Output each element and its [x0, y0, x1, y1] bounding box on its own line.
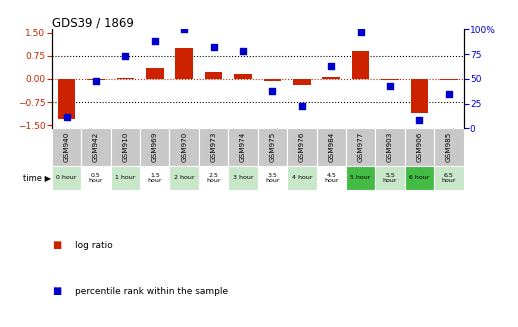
Bar: [405, 166, 434, 190]
Text: GSM975: GSM975: [269, 132, 276, 163]
Bar: [440, 79, 458, 80]
Text: GSM903: GSM903: [387, 132, 393, 163]
Text: ■: ■: [52, 286, 61, 296]
Bar: [264, 79, 281, 81]
Bar: [87, 79, 105, 80]
Bar: [434, 166, 464, 190]
Text: GSM910: GSM910: [122, 132, 128, 163]
Point: [151, 39, 159, 44]
Bar: [258, 166, 287, 190]
Text: GSM984: GSM984: [328, 132, 334, 163]
Bar: [316, 166, 346, 190]
Point: [298, 103, 306, 108]
Point: [239, 49, 247, 54]
Text: GSM940: GSM940: [64, 132, 69, 163]
Text: 0.5
hour: 0.5 hour: [89, 173, 103, 183]
Bar: [228, 166, 258, 190]
Bar: [111, 166, 140, 190]
Text: GSM973: GSM973: [211, 132, 217, 163]
Text: GSM942: GSM942: [93, 132, 99, 163]
Bar: [287, 129, 316, 166]
Bar: [175, 48, 193, 79]
Bar: [293, 79, 311, 85]
Point: [121, 54, 130, 59]
Text: GSM985: GSM985: [446, 132, 452, 163]
Bar: [258, 129, 287, 166]
Bar: [287, 166, 316, 190]
Bar: [169, 129, 199, 166]
Bar: [140, 129, 169, 166]
Text: 1.5
hour: 1.5 hour: [148, 173, 162, 183]
Point: [62, 114, 70, 119]
Point: [268, 88, 277, 94]
Bar: [81, 129, 111, 166]
Text: percentile rank within the sample: percentile rank within the sample: [75, 286, 228, 296]
Bar: [52, 166, 81, 190]
Text: 6 hour: 6 hour: [409, 175, 429, 181]
Text: 1 hour: 1 hour: [115, 175, 136, 181]
Bar: [146, 68, 164, 79]
Bar: [81, 166, 111, 190]
Bar: [346, 166, 376, 190]
Bar: [316, 129, 346, 166]
Text: 5.5
hour: 5.5 hour: [383, 173, 397, 183]
Point: [386, 83, 394, 89]
Point: [209, 44, 218, 50]
Bar: [140, 166, 169, 190]
Bar: [411, 79, 428, 113]
Text: 2 hour: 2 hour: [174, 175, 194, 181]
Bar: [346, 129, 376, 166]
Text: 5 hour: 5 hour: [351, 175, 371, 181]
Bar: [381, 79, 399, 80]
Bar: [376, 166, 405, 190]
Text: ■: ■: [52, 240, 61, 250]
Text: 0 hour: 0 hour: [56, 175, 77, 181]
Bar: [228, 129, 258, 166]
Point: [327, 63, 335, 69]
Bar: [111, 129, 140, 166]
Text: GSM977: GSM977: [357, 132, 364, 163]
Point: [180, 27, 189, 32]
Text: GSM969: GSM969: [152, 132, 158, 163]
Text: log ratio: log ratio: [75, 241, 113, 250]
Text: 4.5
hour: 4.5 hour: [324, 173, 338, 183]
Bar: [57, 79, 75, 119]
Bar: [52, 129, 81, 166]
Text: 3 hour: 3 hour: [233, 175, 253, 181]
Bar: [117, 78, 134, 79]
Text: 3.5
hour: 3.5 hour: [265, 173, 280, 183]
Bar: [322, 77, 340, 79]
Bar: [199, 166, 228, 190]
Bar: [234, 74, 252, 79]
Point: [445, 91, 453, 96]
Bar: [405, 129, 434, 166]
Text: GDS39 / 1869: GDS39 / 1869: [52, 16, 134, 29]
Text: GSM906: GSM906: [416, 132, 423, 163]
Bar: [205, 72, 222, 79]
Point: [356, 30, 365, 35]
Bar: [434, 129, 464, 166]
Text: 2.5
hour: 2.5 hour: [206, 173, 221, 183]
Bar: [169, 166, 199, 190]
Bar: [352, 51, 369, 79]
Text: GSM970: GSM970: [181, 132, 187, 163]
Bar: [199, 129, 228, 166]
Text: time ▶: time ▶: [23, 173, 51, 182]
Bar: [376, 129, 405, 166]
Text: GSM974: GSM974: [240, 132, 246, 163]
Text: 6.5
hour: 6.5 hour: [442, 173, 456, 183]
Text: 4 hour: 4 hour: [292, 175, 312, 181]
Point: [415, 118, 424, 123]
Text: GSM976: GSM976: [299, 132, 305, 163]
Point: [92, 78, 100, 83]
